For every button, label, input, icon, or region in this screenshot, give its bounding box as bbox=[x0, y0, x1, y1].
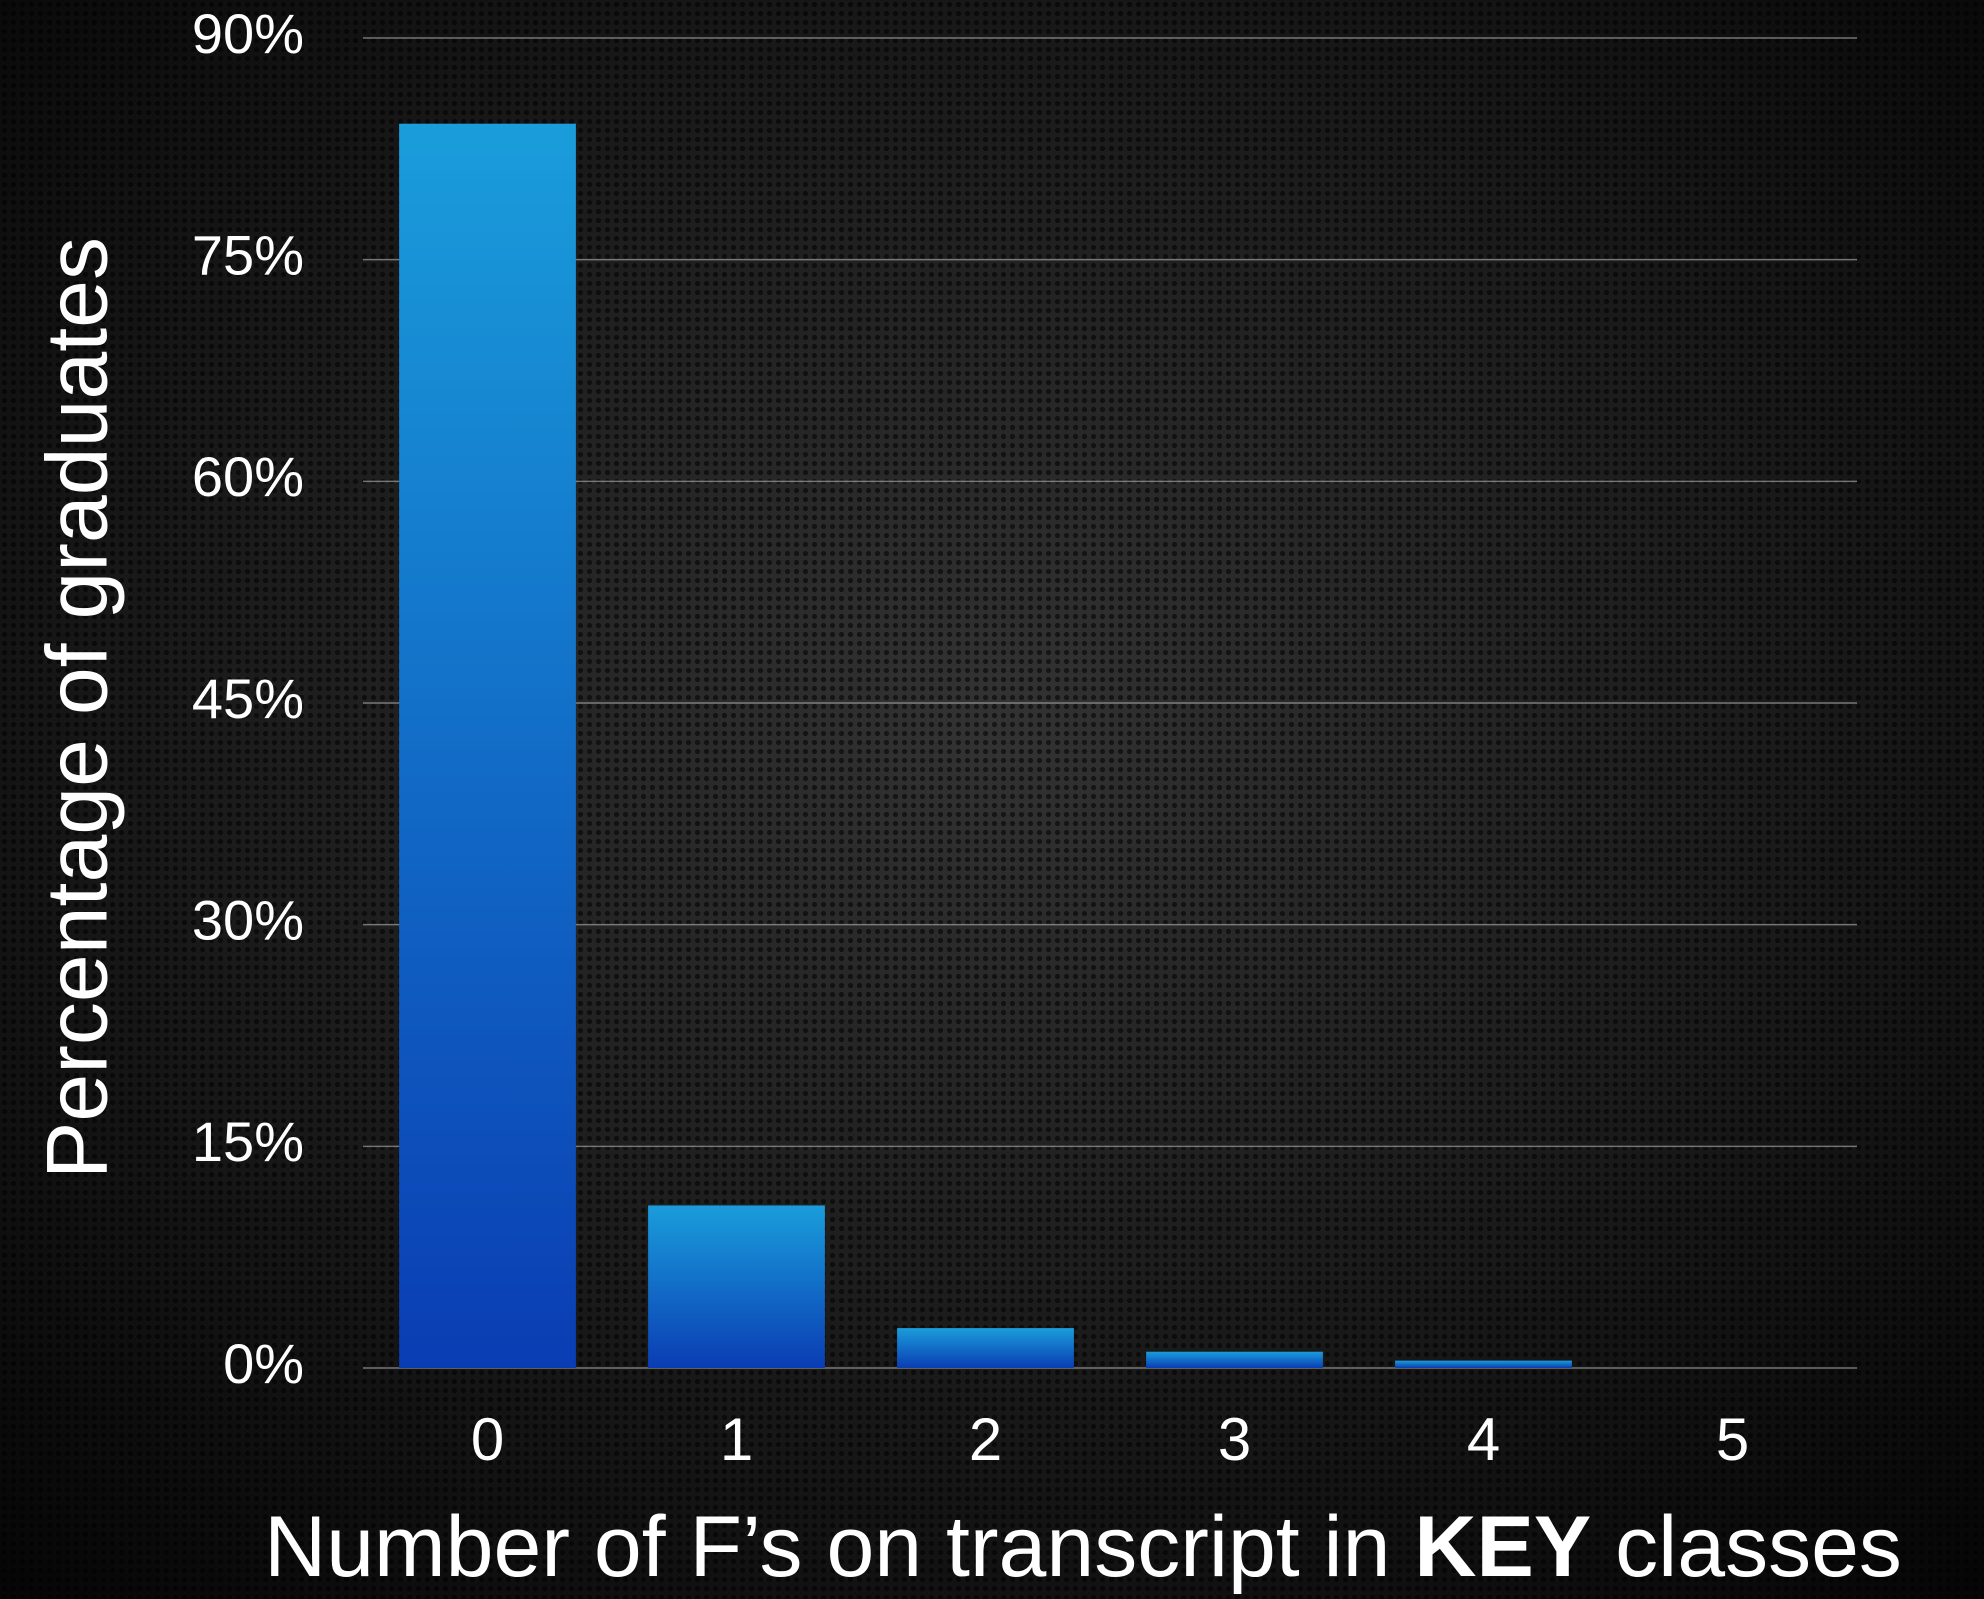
bar bbox=[648, 1205, 825, 1368]
y-tick-label: 30% bbox=[192, 888, 304, 951]
x-tick-label: 2 bbox=[969, 1406, 1002, 1473]
bar bbox=[1395, 1360, 1572, 1368]
x-tick-label: 0 bbox=[471, 1406, 504, 1473]
x-axis-label-part: classes bbox=[1591, 1499, 1902, 1595]
x-tick-label: 1 bbox=[720, 1406, 753, 1473]
bar bbox=[1146, 1351, 1323, 1368]
y-tick-label: 90% bbox=[192, 2, 304, 65]
x-tick-label: 4 bbox=[1467, 1406, 1500, 1473]
x-axis-label-emphasis: KEY bbox=[1414, 1499, 1591, 1595]
y-tick-label: 45% bbox=[192, 667, 304, 730]
x-axis-label: Number of F’s on transcript in KEY class… bbox=[264, 1499, 1902, 1595]
bar bbox=[399, 123, 576, 1369]
y-tick-label: 60% bbox=[192, 445, 304, 508]
y-axis-label: Percentage of graduates bbox=[30, 237, 126, 1179]
y-tick-label: 75% bbox=[192, 223, 304, 286]
x-tick-label: 5 bbox=[1716, 1406, 1749, 1473]
y-tick-label: 15% bbox=[192, 1110, 304, 1173]
x-tick-label: 3 bbox=[1218, 1406, 1251, 1473]
x-axis-label-part: Number of F’s on transcript in bbox=[264, 1499, 1414, 1595]
y-tick-label: 0% bbox=[223, 1332, 304, 1395]
bar bbox=[897, 1328, 1074, 1368]
